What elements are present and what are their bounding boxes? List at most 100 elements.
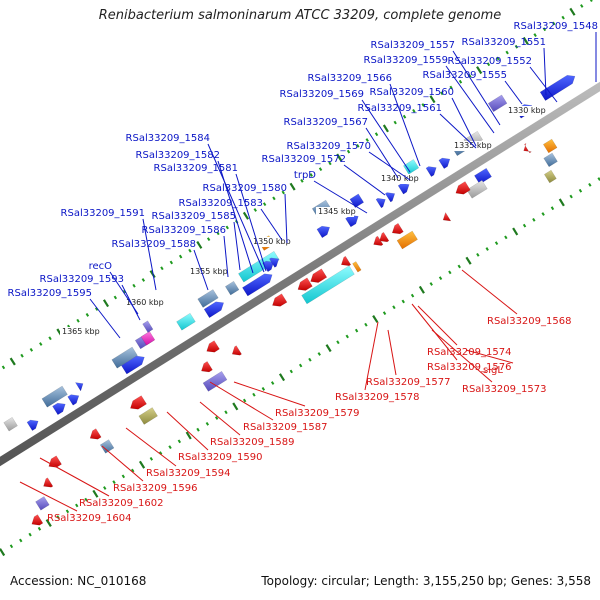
reverse-gene-label[interactable]: RSal33209_1589 [210,437,294,448]
gene-feature[interactable] [349,193,365,208]
gene-feature[interactable] [272,293,288,307]
forward-gene-label[interactable]: RSal33209_1588 [112,239,196,250]
gene-feature[interactable] [379,231,390,243]
forward-gene-label[interactable]: RSal33209_1570 [287,141,371,152]
gene-feature[interactable] [391,222,404,235]
gene-feature[interactable] [487,94,508,113]
reverse-gene-label[interactable]: RSal33209_1579 [275,408,359,419]
gene-feature[interactable] [99,439,115,454]
gene-feature[interactable] [203,301,225,319]
forward-gene-label[interactable]: RSal33209_1555 [423,70,507,81]
gene-feature[interactable] [543,169,557,184]
gene-feature[interactable] [352,261,362,273]
forward-gene-label[interactable]: RSal33209_1567 [284,117,368,128]
gene-feature[interactable] [231,345,242,356]
gene-feature[interactable] [442,211,452,222]
gene-feature[interactable] [438,157,451,169]
gene-feature[interactable] [301,265,355,305]
forward-gene-label[interactable]: RSal33209_1548 [514,21,598,32]
forward-gene-label[interactable]: RSal33209_1591 [61,208,145,219]
gene-feature[interactable] [539,74,576,101]
gene-feature[interactable] [140,331,156,346]
forward-gene-label[interactable]: RSal33209_1560 [370,87,454,98]
gene-feature[interactable] [176,312,196,331]
reverse-gene-label[interactable]: RSal33209_1590 [178,452,262,463]
forward-gene-label[interactable]: RSal33209_1583 [179,198,263,209]
reverse-gene-label[interactable]: RSal33209_1568 [487,316,571,327]
forward-gene-label[interactable]: trpD [294,170,316,181]
reverse-gene-label[interactable]: RSal33209_1604 [47,513,131,524]
gene-feature[interactable] [130,395,147,410]
gene-feature[interactable] [269,257,280,268]
reverse-gene-label[interactable]: RSal33209_1596 [113,483,197,494]
reverse-gene-label[interactable]: RSal33209_1578 [335,392,419,403]
forward-gene-label[interactable]: RSal33209_1557 [371,40,455,51]
forward-gene-label[interactable]: RSal33209_1559 [364,55,448,66]
forward-gene-label[interactable]: RSal33209_1586 [142,225,226,236]
reverse-gene-label[interactable]: sigL [483,365,503,376]
forward-gene-label[interactable]: RSal33209_1581 [154,163,238,174]
gene-feature[interactable] [425,166,437,177]
gene-feature[interactable] [466,179,488,199]
gene-feature[interactable] [474,167,492,185]
reverse-gene-label[interactable]: RSal33209_1587 [243,422,327,433]
gene-feature[interactable] [310,268,328,283]
forward-gene-label[interactable]: recO [89,261,113,272]
gene-feature[interactable] [202,370,228,392]
reverse-gene-label[interactable]: RSal33209_1576 [427,362,511,373]
reverse-gene-label[interactable]: RSal33209_1573 [462,384,546,395]
gene-feature[interactable] [52,402,66,416]
gene-feature[interactable] [41,385,68,408]
gene-feature[interactable] [345,215,359,228]
gene-feature[interactable] [67,394,80,406]
gene-feature[interactable] [89,428,102,440]
gene-feature[interactable] [543,152,558,168]
gene-feature[interactable] [396,230,418,250]
reverse-gene-label[interactable]: RSal33209_1574 [427,347,511,358]
gene-feature[interactable] [397,183,410,195]
gene-feature[interactable] [384,192,396,203]
gene-feature[interactable] [297,277,313,291]
forward-gene-label[interactable]: RSal33209_1584 [126,133,210,144]
reverse-gene-label[interactable]: RSal33209_1602 [79,498,163,509]
gene-feature[interactable] [206,340,220,353]
gene-feature[interactable] [242,273,273,297]
forward-gene-label[interactable]: RSal33209_1580 [203,183,287,194]
gene-feature[interactable] [403,159,420,175]
forward-gene-label[interactable]: RSal33209_1569 [280,89,364,100]
gene-feature[interactable] [262,260,275,273]
gene-feature[interactable] [455,181,471,195]
forward-gene-label[interactable]: RSal33209_1552 [448,56,532,67]
gene-feature[interactable] [224,280,240,296]
gene-feature[interactable] [316,225,331,239]
forward-gene-label[interactable]: RSal33209_1593 [40,274,124,285]
forward-gene-label[interactable]: RSal33209_1595 [8,288,92,299]
gene-feature[interactable] [373,235,384,246]
gene-feature[interactable] [542,138,558,154]
gene-feature[interactable] [43,477,54,488]
scale-label-bg [188,267,226,277]
gene-feature[interactable] [142,320,154,333]
gene-feature[interactable] [121,355,145,375]
forward-gene-label[interactable]: RSal33209_1572 [262,154,346,165]
gene-feature[interactable] [138,407,158,425]
gene-feature[interactable] [340,255,352,266]
forward-gene-label[interactable]: RSal33209_1551 [462,37,546,48]
forward-gene-label[interactable]: RSal33209_1582 [136,150,220,161]
gene-feature[interactable] [74,382,84,392]
gene-feature[interactable] [35,496,50,511]
gene-feature[interactable] [111,346,138,369]
gene-feature[interactable] [48,455,62,468]
forward-gene-label[interactable]: RSal33209_1585 [152,211,236,222]
gene-feature[interactable] [197,289,219,308]
reverse-gene-label[interactable]: RSal33209_1594 [146,468,230,479]
gene-feature[interactable] [201,361,213,373]
gene-feature[interactable] [375,198,386,209]
gene-feature[interactable] [3,416,18,432]
gene-feature[interactable] [523,142,533,154]
forward-gene-label[interactable]: RSal33209_1566 [308,73,392,84]
gene-feature[interactable] [26,419,39,431]
forward-gene-label[interactable]: RSal33209_1561 [358,103,442,114]
reverse-gene-label[interactable]: RSal33209_1577 [366,377,450,388]
gene-feature[interactable] [31,514,44,526]
